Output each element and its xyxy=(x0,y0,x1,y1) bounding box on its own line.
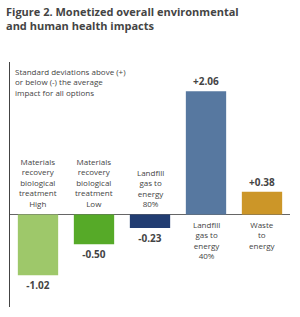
svg-text:+0.38: +0.38 xyxy=(249,175,275,189)
svg-text:Materialsrecoverybiologicaltre: MaterialsrecoverybiologicaltreatmentLow xyxy=(75,156,113,209)
svg-text:Landfillgas toenergy80%: Landfillgas toenergy80% xyxy=(137,167,164,209)
svg-text:-0.23: -0.23 xyxy=(138,231,162,245)
svg-text:Materialsrecoverybiologicaltre: MaterialsrecoverybiologicaltreatmentHigh xyxy=(19,156,57,209)
svg-text:-0.50: -0.50 xyxy=(82,247,106,261)
svg-text:Standard deviations above (+)o: Standard deviations above (+)or below (-… xyxy=(15,66,126,98)
svg-text:Wastetoenergy: Wastetoenergy xyxy=(249,219,276,251)
svg-text:Landfillgas toenergy40%: Landfillgas toenergy40% xyxy=(193,219,220,261)
svg-text:-1.02: -1.02 xyxy=(26,278,50,292)
svg-text:Figure 2. Monetized overall en: Figure 2. Monetized overall environmenta… xyxy=(6,4,239,33)
svg-text:+2.06: +2.06 xyxy=(193,74,219,88)
